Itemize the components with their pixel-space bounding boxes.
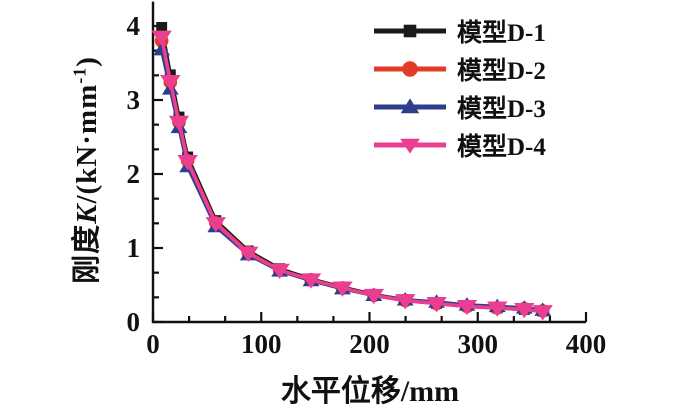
marker-triangle-down	[514, 302, 535, 319]
marker-square	[403, 24, 417, 38]
y-tick-label: 3	[127, 85, 141, 115]
y-axis-variable: K	[71, 203, 103, 224]
x-tick-label: 400	[566, 329, 607, 359]
legend-item-model-d1: 模型D-1	[372, 12, 546, 50]
marker-triangle-down	[269, 263, 290, 280]
y-tick-label: 4	[127, 11, 141, 41]
legend-swatch-model-d1	[374, 24, 446, 38]
marker-triangle-down	[363, 288, 385, 305]
y-axis-tick-labels: 0 1 2 3 4	[127, 11, 141, 337]
x-tick-label: 300	[458, 329, 499, 359]
marker-triangle-down	[395, 294, 416, 310]
series-line-d4	[159, 35, 545, 314]
x-axis-tick-labels: 0 100 200 300 400	[146, 329, 606, 359]
marker-triangle-down	[238, 246, 259, 263]
x-tick-label: 200	[349, 329, 390, 359]
marker-square	[156, 22, 168, 33]
y-tick-label: 0	[127, 307, 141, 337]
marker-circle	[402, 61, 418, 77]
legend-label-model-d2: 模型D-2	[457, 58, 546, 85]
marker-triangle-down	[168, 115, 190, 132]
x-tick-label: 100	[241, 329, 282, 359]
legend: 模型D-1 模型D-2 模型D-3 模型D-4	[372, 12, 546, 164]
marker-triangle-down	[205, 217, 226, 233]
marker-triangle-down	[332, 281, 353, 297]
marker-triangle-down	[426, 297, 447, 313]
legend-swatch-model-d3	[374, 98, 446, 114]
series-d4	[151, 30, 553, 321]
y-axis-title: 刚度K/(kN·mm-1)	[63, 56, 105, 284]
y-tick-label: 1	[127, 233, 141, 263]
y-tick-label: 2	[127, 159, 141, 189]
legend-swatch-model-d2	[374, 61, 446, 77]
marker-triangle-down	[177, 154, 198, 171]
legend-item-model-d2: 模型D-2	[372, 50, 546, 88]
legend-label-model-d4: 模型D-4	[457, 134, 546, 161]
marker-triangle-down	[532, 305, 553, 321]
marker-triangle-up	[400, 98, 420, 114]
marker-triangle-down	[160, 75, 181, 91]
marker-triangle-down	[400, 138, 420, 154]
y-axis-title-text: 刚度	[71, 223, 103, 284]
marker-triangle-down	[456, 300, 478, 316]
y-axis-unit: /(kN·mm	[71, 83, 103, 204]
marker-triangle-down	[300, 273, 322, 289]
legend-swatch-model-d4	[374, 138, 446, 154]
x-axis-title: 水平位移/mm	[280, 375, 460, 408]
legend-item-model-d3: 模型D-3	[372, 88, 546, 126]
legend-label-model-d3: 模型D-3	[457, 96, 546, 123]
marker-triangle-down	[487, 301, 508, 317]
marker-triangle-down	[151, 30, 172, 46]
y-axis-unit-close: )	[71, 56, 103, 67]
legend-label-model-d1: 模型D-1	[457, 20, 546, 47]
x-tick-label: 0	[146, 329, 160, 359]
legend-item-model-d4: 模型D-4	[372, 126, 546, 164]
y-axis-exponent: -1	[69, 66, 90, 84]
